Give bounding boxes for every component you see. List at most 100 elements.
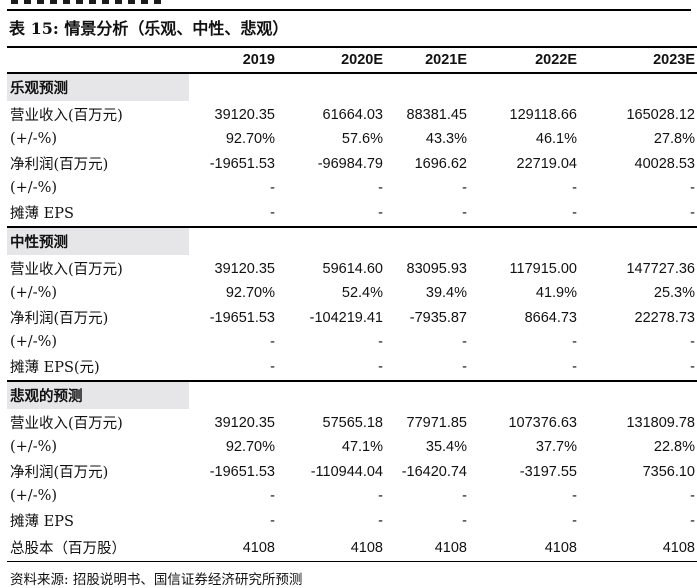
table-row: 营业收入(百万元) 39120.35 57565.18 77971.85 107376.… (7, 409, 697, 436)
cell: 43.3% (425, 131, 467, 147)
cell: - (378, 180, 383, 196)
cell: - (270, 358, 275, 375)
cell: - (270, 488, 275, 504)
cell: - (462, 488, 467, 504)
table-row: 净利润(百万元) -19651.53 -104219.41 -7935.87 8664.… (7, 304, 697, 331)
cell: 61664.03 (322, 106, 383, 123)
cell: - (462, 334, 467, 350)
row-label: 营业收入(百万元) (10, 108, 123, 124)
section-header-pessimistic: 悲观的预测 (7, 381, 189, 409)
total-shares-row: 总股本（百万股） 4108 4108 4108 4108 4108 (7, 534, 697, 562)
cell: 77971.85 (406, 414, 467, 431)
cell: 92.70% (225, 131, 275, 147)
table-row: (+/-%) 92.70% 52.4% 39.4% 41.9% 25.3% (7, 282, 697, 304)
column-header-row: 2019 2020E 2021E 2022E 2023E (7, 47, 697, 73)
table-row: 净利润(百万元) -19651.53 -96984.79 1696.62 22719.0… (7, 150, 697, 177)
row-label: (+/-%) (10, 180, 58, 196)
column-header: 2023E (653, 52, 695, 68)
cell: 83095.93 (406, 260, 467, 277)
cell: 92.70% (225, 439, 275, 455)
cell: 46.1% (535, 131, 577, 147)
section-header-spacer (189, 73, 697, 101)
cell: -104219.41 (309, 309, 383, 326)
cell: 4108 (242, 539, 275, 556)
table-row: 摊薄 EPS(元) - - - - - (7, 353, 697, 381)
source-note: 资料来源: 招股说明书、国信证券经济研究所预测 (10, 572, 303, 588)
cell: 22719.04 (516, 155, 577, 172)
table-row: (+/-%) - - - - - (7, 485, 697, 507)
row-label: 净利润(百万元) (10, 311, 109, 327)
cell: 4108 (434, 539, 467, 556)
cell: - (270, 180, 275, 196)
cell: 39120.35 (214, 106, 275, 123)
cell: - (462, 204, 467, 221)
cell: 40028.53 (634, 155, 695, 172)
row-label: 净利润(百万元) (10, 465, 109, 481)
scenario-analysis-table: 2019 2020E 2021E 2022E 2023E 乐观预测 营业收入(百… (7, 46, 697, 562)
cell: 4108 (662, 539, 695, 556)
cell: 39120.35 (214, 260, 275, 277)
row-label: 净利润(百万元) (10, 157, 109, 173)
section-header-spacer (189, 227, 697, 255)
table-row: 营业收入(百万元) 39120.35 59614.60 83095.93 117915.… (7, 255, 697, 282)
cell: 39.4% (425, 285, 467, 301)
table-title: 表 15: 情景分析（乐观、中性、悲观） (9, 19, 289, 38)
cell: - (378, 488, 383, 504)
cell: 22.8% (653, 439, 695, 455)
cell: 52.4% (341, 285, 383, 301)
cell: - (690, 334, 695, 350)
cell: 37.7% (535, 439, 577, 455)
cell: - (270, 334, 275, 350)
cell: 35.4% (425, 439, 467, 455)
cell: - (572, 358, 577, 375)
cell: -19651.53 (209, 309, 275, 326)
cell: 117915.00 (509, 260, 577, 277)
cell: 22278.73 (634, 309, 695, 326)
cell: 27.8% (653, 131, 695, 147)
cell: - (690, 180, 695, 196)
row-label: 营业收入(百万元) (10, 416, 123, 432)
cell: 88381.45 (406, 106, 467, 123)
cell: 7356.10 (642, 463, 695, 480)
cell: 8664.73 (524, 309, 577, 326)
cell: - (378, 204, 383, 221)
cell: 41.9% (535, 285, 577, 301)
cell: 4108 (544, 539, 577, 556)
cell: 131809.78 (626, 414, 695, 431)
table-row: 摊薄 EPS - - - - - (7, 199, 697, 227)
table-row: (+/-%) - - - - - (7, 177, 697, 199)
cell: - (690, 488, 695, 504)
row-label: (+/-%) (10, 439, 58, 455)
cell: 92.70% (225, 285, 275, 301)
row-label: (+/-%) (10, 285, 58, 301)
cell: 25.3% (653, 285, 695, 301)
cell: -7935.87 (409, 309, 467, 326)
cell: 129118.66 (509, 106, 577, 123)
section-header-optimistic: 乐观预测 (7, 73, 189, 101)
row-label: (+/-%) (10, 488, 58, 504)
column-header: 2019 (242, 52, 275, 68)
section-header-row: 悲观的预测 (7, 381, 697, 409)
cell: -96984.79 (317, 155, 383, 172)
cell: - (462, 180, 467, 196)
table-row: 净利润(百万元) -19651.53 -110944.04 -16420.74 -319… (7, 458, 697, 485)
cell: - (462, 358, 467, 375)
table-row: (+/-%) 92.70% 57.6% 43.3% 46.1% 27.8% (7, 128, 697, 150)
cell: 47.1% (341, 439, 383, 455)
row-label: 营业收入(百万元) (10, 262, 123, 278)
cell: 57.6% (341, 131, 383, 147)
cell: -110944.04 (310, 463, 383, 480)
cell: 147727.36 (626, 260, 695, 277)
cell: 107376.63 (508, 414, 577, 431)
table-row: 营业收入(百万元) 39120.35 61664.03 88381.45 129118.… (7, 101, 697, 128)
cell: - (572, 204, 577, 221)
cell: 165028.12 (626, 106, 695, 123)
cell: 59614.60 (322, 260, 383, 277)
cell: - (572, 334, 577, 350)
column-header: 2021E (425, 52, 467, 68)
cell: 39120.35 (214, 414, 275, 431)
cell: - (378, 334, 383, 350)
row-label: 摊薄 EPS (10, 206, 74, 222)
column-header: 2022E (535, 52, 577, 68)
